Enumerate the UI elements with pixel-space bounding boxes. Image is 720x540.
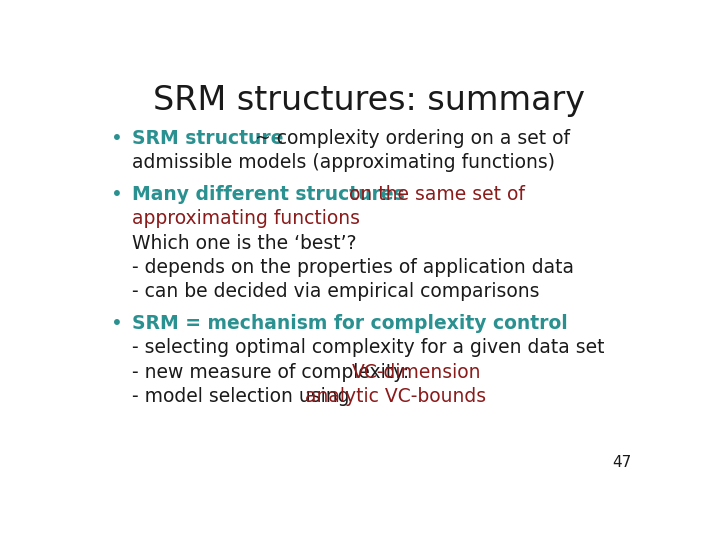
Text: - new measure of complexity:: - new measure of complexity: xyxy=(132,362,415,382)
Text: on the same set of: on the same set of xyxy=(343,185,525,204)
Text: •: • xyxy=(111,314,123,333)
Text: SRM structure: SRM structure xyxy=(132,129,284,149)
Text: - depends on the properties of application data: - depends on the properties of applicati… xyxy=(132,258,574,276)
Text: SRM = mechanism for complexity control: SRM = mechanism for complexity control xyxy=(132,314,567,333)
Text: - model selection using: - model selection using xyxy=(132,387,356,406)
Text: SRM structures: summary: SRM structures: summary xyxy=(153,84,585,117)
Text: analytic VC-bounds: analytic VC-bounds xyxy=(305,387,486,406)
Text: - can be decided via empirical comparisons: - can be decided via empirical compariso… xyxy=(132,282,539,301)
Text: admissible models (approximating functions): admissible models (approximating functio… xyxy=(132,153,555,172)
Text: Many different structures: Many different structures xyxy=(132,185,405,204)
Text: 47: 47 xyxy=(612,455,631,470)
Text: ~ complexity ordering on a set of: ~ complexity ordering on a set of xyxy=(249,129,570,149)
Text: •: • xyxy=(111,185,123,204)
Text: Which one is the ‘best’?: Which one is the ‘best’? xyxy=(132,234,356,253)
Text: VC-dimension: VC-dimension xyxy=(351,362,481,382)
Text: •: • xyxy=(111,129,123,149)
Text: approximating functions: approximating functions xyxy=(132,210,360,228)
Text: - selecting optimal complexity for a given data set: - selecting optimal complexity for a giv… xyxy=(132,339,604,357)
